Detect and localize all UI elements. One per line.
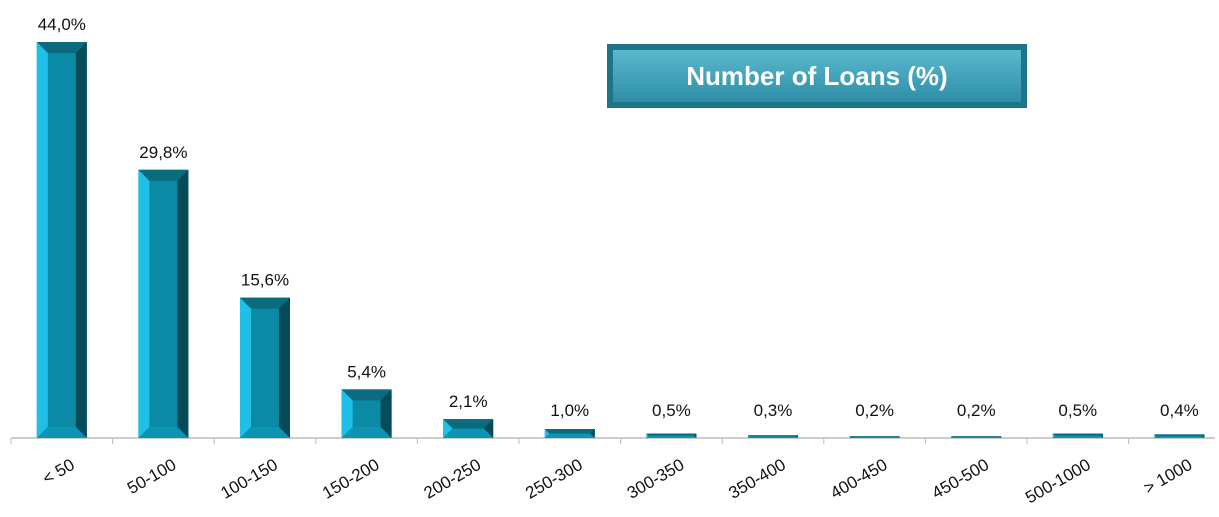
bar-bevel-top bbox=[1052, 433, 1103, 436]
bar-bevel-left bbox=[443, 419, 453, 438]
value-label: 15,6% bbox=[241, 271, 289, 290]
bar-bevel-left bbox=[240, 297, 251, 438]
bar-bevel-left bbox=[748, 435, 750, 438]
bar-bevel-bottom bbox=[951, 437, 1002, 438]
value-label: 44,0% bbox=[38, 15, 86, 34]
bar-bevel-top bbox=[240, 297, 290, 309]
x-tick-label: < 50 bbox=[39, 455, 78, 488]
value-label: 29,8% bbox=[139, 143, 187, 162]
x-tick-label: 300-350 bbox=[624, 455, 688, 503]
value-label: 0,5% bbox=[1058, 401, 1097, 420]
bar-bevel-right bbox=[796, 435, 798, 438]
value-label: 2,1% bbox=[449, 392, 488, 411]
bar-bevel-right bbox=[483, 419, 494, 438]
bar-bevel-bottom bbox=[544, 433, 595, 438]
bar-bevel-bottom bbox=[1154, 436, 1205, 438]
bar-bevel-top bbox=[748, 435, 798, 437]
x-tick-label: 100-150 bbox=[217, 455, 281, 503]
title-box bbox=[613, 50, 1021, 102]
bar-bevel-left bbox=[138, 169, 150, 439]
bar-bevel-right bbox=[1202, 434, 1205, 438]
bar-bevel-right bbox=[898, 436, 900, 438]
bar-bevel-left bbox=[36, 42, 48, 438]
x-tick-label: 50-100 bbox=[124, 455, 179, 498]
bar-bevel-right bbox=[380, 389, 392, 438]
bar-bevel-top bbox=[1154, 434, 1205, 437]
bar-bevel-right bbox=[590, 429, 595, 438]
bar-bevel-bottom bbox=[240, 427, 290, 438]
value-label: 0,2% bbox=[855, 401, 894, 420]
bar-bevel-bottom bbox=[36, 427, 87, 438]
bar-bevel-left bbox=[646, 433, 649, 438]
bar-bevel-right bbox=[177, 169, 189, 439]
x-tick-label: 200-250 bbox=[421, 455, 485, 503]
bar-bevel-right bbox=[694, 433, 697, 438]
bar-bevel-left bbox=[1154, 434, 1157, 438]
bar-bevel-left bbox=[544, 429, 550, 438]
value-label: 0,2% bbox=[957, 401, 996, 420]
bar-bevel-top bbox=[443, 419, 494, 429]
bar-bevel-left bbox=[1052, 433, 1056, 438]
bar-bevel-bottom bbox=[341, 427, 392, 438]
bar-bevel-top bbox=[951, 436, 1002, 438]
bar-bevel-bottom bbox=[1052, 435, 1103, 438]
bar-bevel-bottom bbox=[138, 427, 189, 438]
x-tick-label: 350-400 bbox=[725, 455, 789, 503]
bar-bevel-right bbox=[279, 297, 290, 438]
bar-bevel-left bbox=[951, 436, 953, 438]
bar-bevel-top bbox=[36, 42, 87, 53]
chart-title: Number of Loans (%) bbox=[686, 61, 947, 91]
bar-bevel-top bbox=[341, 389, 392, 401]
bar-bevel-right bbox=[1000, 436, 1002, 438]
bar-bevel-right bbox=[75, 42, 87, 438]
bar-bevel-top bbox=[544, 429, 595, 434]
bar-bevel-top bbox=[138, 169, 189, 181]
x-tick-label: 450-500 bbox=[929, 455, 993, 503]
bar-bevel-left bbox=[849, 436, 851, 438]
x-tick-label: 400-450 bbox=[827, 455, 891, 503]
bar-bevel-bottom bbox=[443, 428, 494, 438]
value-label: 0,3% bbox=[754, 401, 793, 420]
value-label: 0,4% bbox=[1160, 401, 1199, 420]
bar-bevel-top bbox=[849, 436, 900, 438]
bar-bevel-bottom bbox=[646, 435, 697, 438]
bar-bevel-right bbox=[1100, 433, 1103, 438]
bar-bevel-bottom bbox=[748, 436, 798, 438]
value-label: 1,0% bbox=[550, 401, 589, 420]
bar-bevel-left bbox=[341, 389, 353, 438]
x-tick-label: 500-1000 bbox=[1022, 455, 1094, 507]
value-label: 0,5% bbox=[652, 401, 691, 420]
x-tick-label: > 1000 bbox=[1140, 455, 1195, 498]
bar-bevel-bottom bbox=[849, 437, 900, 438]
x-tick-label: 150-200 bbox=[319, 455, 383, 503]
value-label: 5,4% bbox=[347, 362, 386, 381]
bar-bevel-top bbox=[646, 433, 697, 436]
x-tick-label: 250-300 bbox=[522, 455, 586, 503]
